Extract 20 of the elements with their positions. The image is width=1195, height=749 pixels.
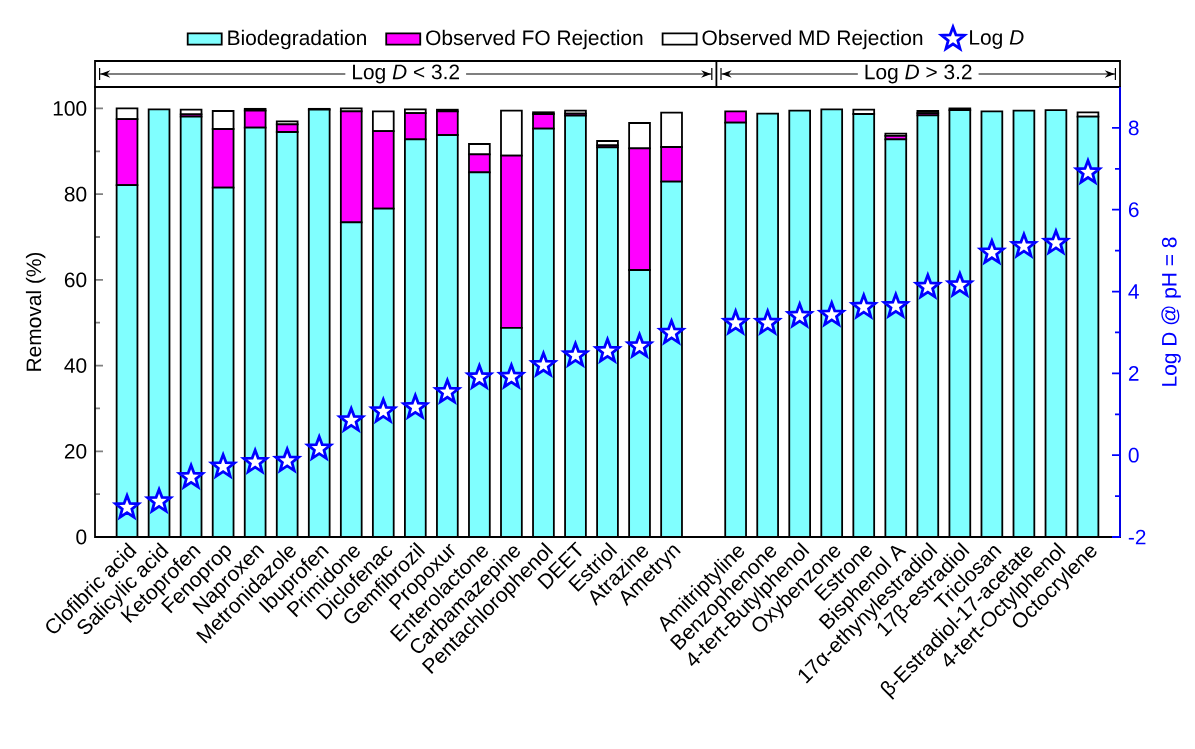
text: Log D < 3.2 (353, 64, 459, 84)
y2-tick-label: 2 (1128, 366, 1139, 381)
y2-tick-label: 6 (1128, 202, 1139, 218)
y2-axis-title: Log D @ pH = 8 (1161, 237, 1181, 386)
y2-tick-label: 8 (1128, 120, 1139, 136)
y2-tick-label: 4 (1128, 284, 1139, 299)
y-tick-label: 0 (76, 529, 87, 545)
y2-tick-label: 0 (1128, 447, 1139, 463)
text: Log D > 3.2 (865, 64, 972, 84)
y-tick-label: 40 (64, 358, 87, 373)
y-tick-label: 100 (53, 101, 87, 116)
y-tick-label: 60 (64, 272, 87, 288)
legend-label: Log D (970, 30, 1024, 49)
y-tick-label: 80 (64, 186, 87, 202)
legend-label: Biodegradation (228, 29, 366, 50)
y2-tick-label: -2 (1128, 529, 1146, 545)
y-tick-label: 20 (64, 443, 87, 459)
legend-label: Observed FO Rejection (426, 29, 643, 50)
y-axis-title: Removal (%) (25, 252, 46, 371)
legend-label: Observed MD Rejection (702, 29, 923, 50)
